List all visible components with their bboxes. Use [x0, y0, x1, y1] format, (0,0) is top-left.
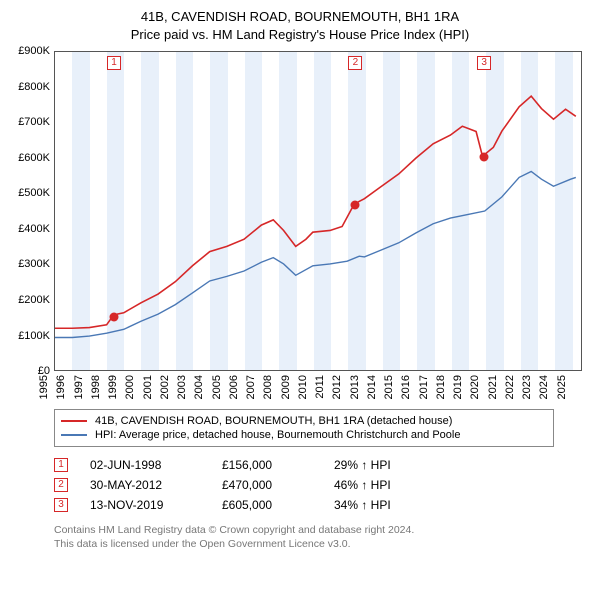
- sales-row: 1 02-JUN-1998 £156,000 29% ↑ HPI: [54, 455, 590, 475]
- sale-marker-flag: 1: [107, 56, 121, 70]
- sale-date: 02-JUN-1998: [90, 458, 200, 472]
- series-line-hpi: [55, 172, 576, 338]
- legend-label: HPI: Average price, detached house, Bour…: [95, 429, 460, 441]
- plot-region: 1 2 3: [54, 51, 582, 371]
- y-tick-label: £200K: [8, 294, 50, 306]
- y-tick-label: £100K: [8, 330, 50, 342]
- title-subtitle: Price paid vs. HM Land Registry's House …: [10, 26, 590, 44]
- legend-row: HPI: Average price, detached house, Bour…: [61, 428, 547, 442]
- y-tick-label: £800K: [8, 81, 50, 93]
- sale-marker-flag: 3: [477, 56, 491, 70]
- legend-swatch: [61, 420, 87, 422]
- y-tick-label: £500K: [8, 187, 50, 199]
- sale-vs-hpi: 46% ↑ HPI: [334, 478, 444, 492]
- sales-row: 2 30-MAY-2012 £470,000 46% ↑ HPI: [54, 475, 590, 495]
- y-tick-label: £900K: [8, 45, 50, 57]
- y-tick-label: £300K: [8, 258, 50, 270]
- chart-container: 41B, CAVENDISH ROAD, BOURNEMOUTH, BH1 1R…: [0, 0, 600, 590]
- sales-table: 1 02-JUN-1998 £156,000 29% ↑ HPI 2 30-MA…: [54, 455, 590, 515]
- y-tick-label: £400K: [8, 223, 50, 235]
- sale-vs-hpi: 29% ↑ HPI: [334, 458, 444, 472]
- legend-row: 41B, CAVENDISH ROAD, BOURNEMOUTH, BH1 1R…: [61, 414, 547, 428]
- title-address: 41B, CAVENDISH ROAD, BOURNEMOUTH, BH1 1R…: [10, 8, 590, 26]
- attribution-footer: Contains HM Land Registry data © Crown c…: [54, 523, 590, 551]
- sale-price: £605,000: [222, 498, 312, 512]
- sale-date: 30-MAY-2012: [90, 478, 200, 492]
- series-line-property: [55, 96, 576, 328]
- sale-marker-flag: 2: [348, 56, 362, 70]
- sale-marker-badge: 3: [54, 498, 68, 512]
- footer-line: Contains HM Land Registry data © Crown c…: [54, 523, 590, 537]
- sale-marker-dot: [110, 312, 119, 321]
- sale-marker-badge: 2: [54, 478, 68, 492]
- y-tick-label: £600K: [8, 152, 50, 164]
- sale-marker-badge: 1: [54, 458, 68, 472]
- chart-area: 123 £0£100K£200K£300K£400K£500K£600K£700…: [10, 47, 590, 405]
- sale-vs-hpi: 34% ↑ HPI: [334, 498, 444, 512]
- legend-label: 41B, CAVENDISH ROAD, BOURNEMOUTH, BH1 1R…: [95, 415, 452, 427]
- sale-marker-dot: [351, 200, 360, 209]
- plot-lines: [55, 52, 581, 370]
- y-tick-label: £700K: [8, 116, 50, 128]
- sale-date: 13-NOV-2019: [90, 498, 200, 512]
- legend: 41B, CAVENDISH ROAD, BOURNEMOUTH, BH1 1R…: [54, 409, 554, 447]
- sale-marker-dot: [480, 152, 489, 161]
- x-tick-label: 2025: [556, 375, 588, 399]
- legend-swatch: [61, 434, 87, 436]
- title-block: 41B, CAVENDISH ROAD, BOURNEMOUTH, BH1 1R…: [10, 8, 590, 43]
- sale-price: £156,000: [222, 458, 312, 472]
- sale-price: £470,000: [222, 478, 312, 492]
- sales-row: 3 13-NOV-2019 £605,000 34% ↑ HPI: [54, 495, 590, 515]
- footer-line: This data is licensed under the Open Gov…: [54, 537, 590, 551]
